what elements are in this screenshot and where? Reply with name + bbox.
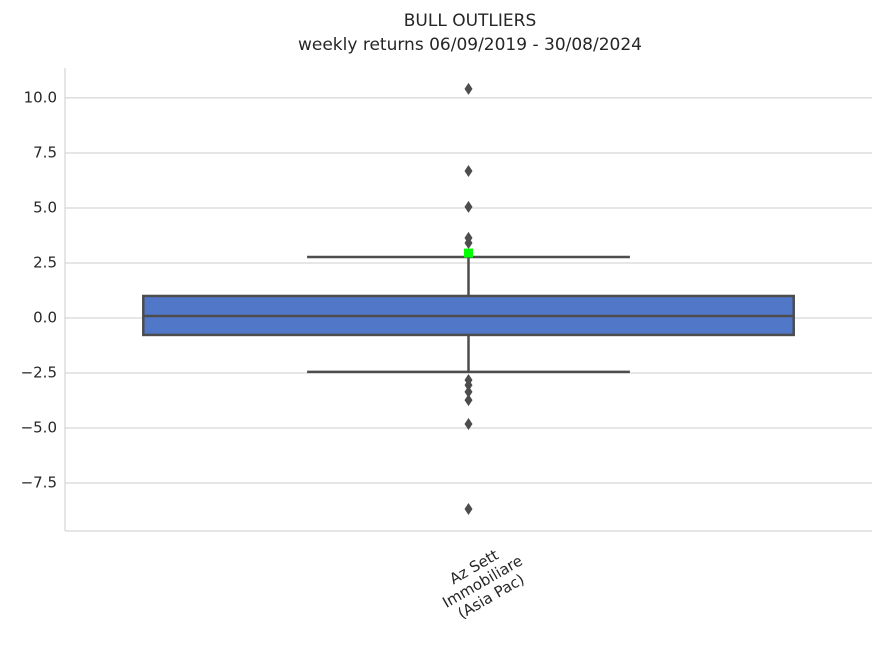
outlier (464, 379, 473, 392)
y-tick-label: 0.0 (33, 308, 57, 326)
y-tick-label: 2.5 (33, 253, 57, 271)
y-tick-label: 7.5 (33, 143, 57, 161)
outlier (464, 385, 473, 398)
outlier (464, 200, 473, 213)
outlier (464, 418, 473, 431)
outlier (464, 502, 473, 515)
outlier (464, 164, 473, 177)
y-tick-label: 10.0 (24, 88, 57, 106)
outlier (464, 236, 473, 249)
chart-subtitle: weekly returns 06/09/2019 - 30/08/2024 (298, 35, 642, 55)
y-tick-label: −2.5 (21, 363, 57, 381)
y-tick-label: −5.0 (21, 419, 57, 437)
chart-title: BULL OUTLIERS (404, 11, 537, 31)
y-tick-label: −7.5 (21, 474, 57, 492)
highlight-point (464, 248, 473, 258)
outlier (464, 82, 473, 95)
y-tick-label: 5.0 (33, 198, 57, 216)
outlier (464, 394, 473, 407)
